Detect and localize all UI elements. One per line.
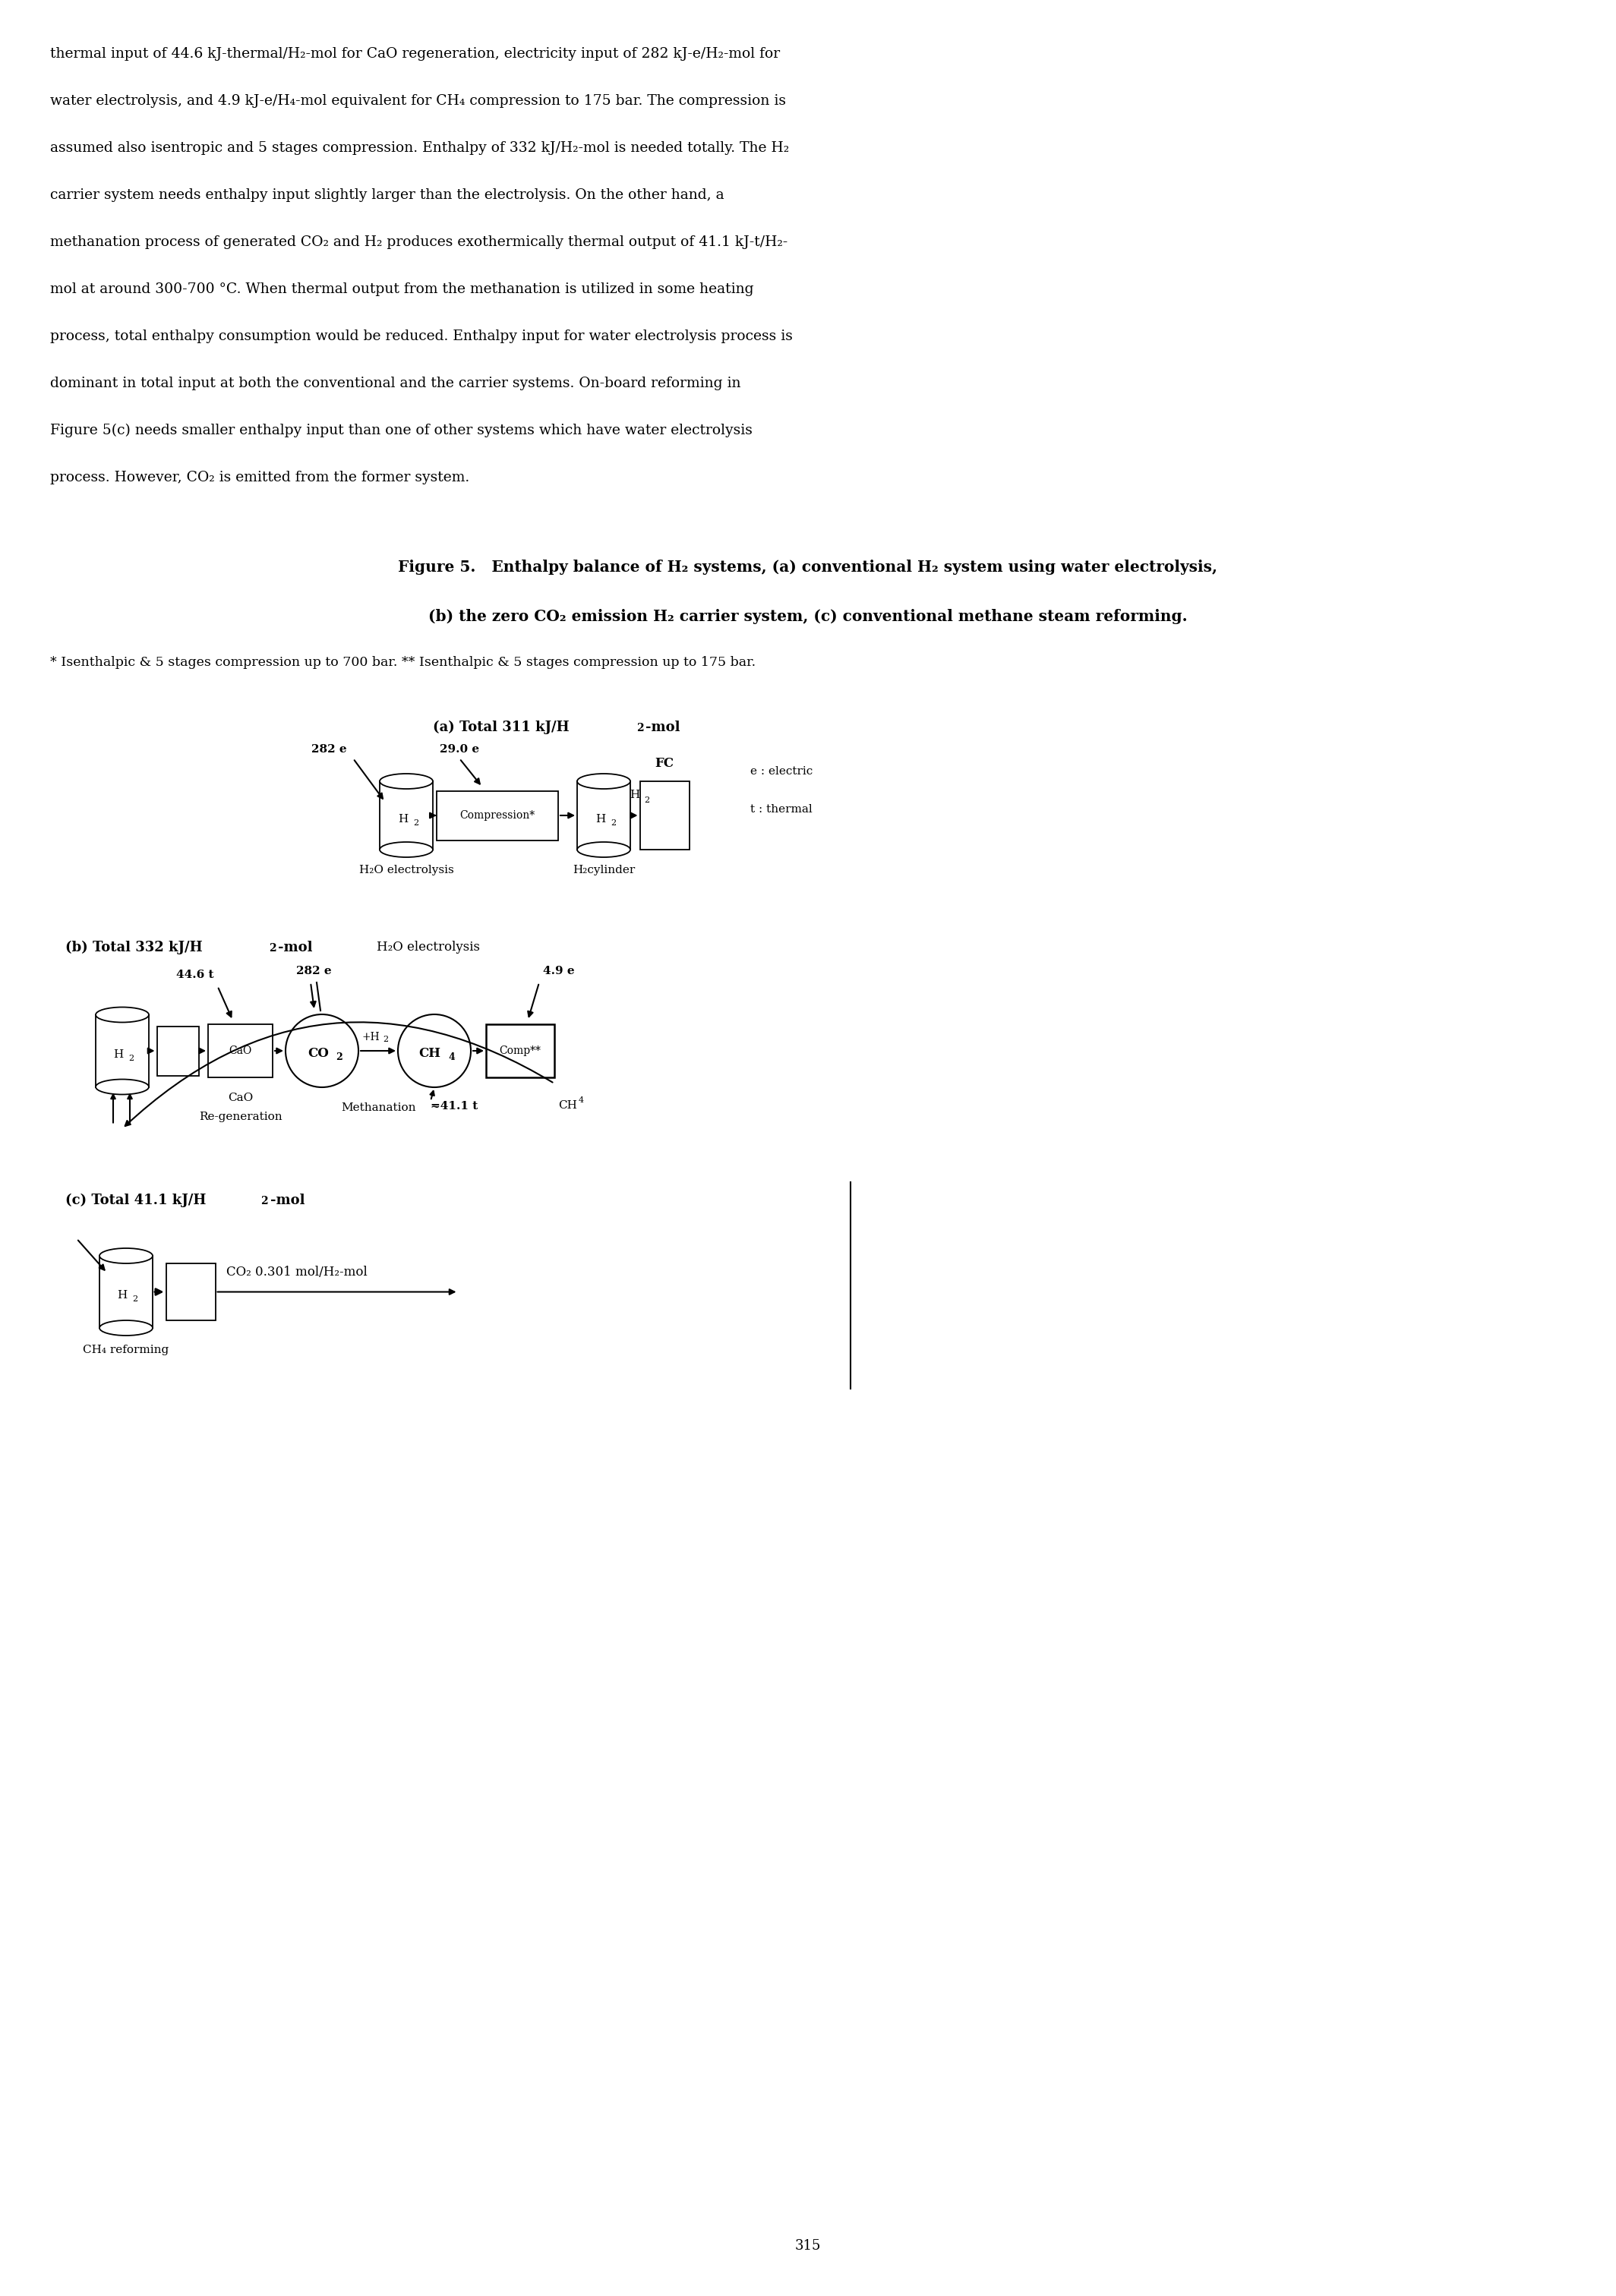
Text: CO₂ 0.301 mol/H₂-mol: CO₂ 0.301 mol/H₂-mol [226, 1265, 368, 1279]
Text: (a) Total 311 kJ/H: (a) Total 311 kJ/H [433, 721, 569, 735]
FancyBboxPatch shape [208, 1024, 273, 1077]
Text: (c) Total 41.1 kJ/H: (c) Total 41.1 kJ/H [65, 1194, 207, 1208]
Text: thermal input of 44.6 kJ-thermal/H₂-mol for CaO regeneration, electricity input : thermal input of 44.6 kJ-thermal/H₂-mol … [50, 48, 781, 60]
Text: CO: CO [307, 1047, 328, 1061]
Text: H₂cylinder: H₂cylinder [572, 866, 635, 875]
Text: 4.9 e: 4.9 e [543, 967, 575, 976]
FancyBboxPatch shape [157, 1026, 199, 1075]
Circle shape [398, 1015, 470, 1088]
Ellipse shape [380, 843, 433, 856]
Text: dominant in total input at both the conventional and the carrier systems. On-boa: dominant in total input at both the conv… [50, 377, 740, 390]
Text: 4: 4 [579, 1097, 583, 1104]
Text: 2: 2 [414, 820, 419, 827]
FancyBboxPatch shape [486, 1024, 554, 1077]
Ellipse shape [95, 1079, 149, 1095]
Text: Compression*: Compression* [461, 810, 535, 820]
Text: methanation process of generated CO₂ and H₂ produces exothermically thermal outp: methanation process of generated CO₂ and… [50, 236, 787, 248]
Text: 2: 2 [268, 944, 276, 953]
Text: -mol: -mol [278, 941, 312, 955]
Text: H: H [113, 1049, 123, 1061]
Text: CH: CH [558, 1100, 577, 1111]
Text: 2: 2 [645, 797, 650, 804]
Text: 44.6 t: 44.6 t [176, 969, 213, 980]
Text: Figure 5.   Enthalpy balance of H₂ systems, (a) conventional H₂ system using wat: Figure 5. Enthalpy balance of H₂ systems… [398, 560, 1218, 574]
Text: (b) Total 332 kJ/H: (b) Total 332 kJ/H [65, 941, 202, 955]
Text: 4: 4 [448, 1052, 454, 1063]
Text: H: H [630, 790, 640, 801]
Polygon shape [577, 781, 630, 850]
Text: 315: 315 [795, 2239, 821, 2252]
Text: Re-generation: Re-generation [199, 1111, 281, 1123]
Text: 2: 2 [128, 1054, 134, 1063]
Polygon shape [95, 1015, 149, 1086]
Text: e : electric: e : electric [750, 767, 813, 776]
Text: 282 e: 282 e [312, 744, 347, 755]
Text: assumed also isentropic and 5 stages compression. Enthalpy of 332 kJ/H₂-mol is n: assumed also isentropic and 5 stages com… [50, 142, 789, 154]
Ellipse shape [100, 1249, 152, 1263]
Ellipse shape [577, 843, 630, 856]
Text: water electrolysis, and 4.9 kJ-e/H₄-mol equivalent for CH₄ compression to 175 ba: water electrolysis, and 4.9 kJ-e/H₄-mol … [50, 94, 785, 108]
Polygon shape [640, 781, 688, 850]
Text: ≂41.1 t: ≂41.1 t [430, 1100, 478, 1111]
Ellipse shape [577, 774, 630, 790]
Text: Comp**: Comp** [499, 1045, 541, 1056]
Text: (b) the zero CO₂ emission H₂ carrier system, (c) conventional methane steam refo: (b) the zero CO₂ emission H₂ carrier sys… [428, 608, 1188, 625]
Text: 2: 2 [260, 1196, 268, 1205]
Text: FC: FC [654, 758, 674, 769]
Text: H: H [596, 813, 606, 824]
Polygon shape [100, 1256, 152, 1327]
Text: 2: 2 [336, 1052, 343, 1063]
Text: H: H [398, 813, 409, 824]
Text: 2: 2 [611, 820, 616, 827]
FancyBboxPatch shape [166, 1263, 215, 1320]
Text: H: H [118, 1290, 128, 1302]
Text: mol at around 300-700 °C. When thermal output from the methanation is utilized i: mol at around 300-700 °C. When thermal o… [50, 282, 753, 296]
Text: t : thermal: t : thermal [750, 804, 811, 815]
Text: Figure 5(c) needs smaller enthalpy input than one of other systems which have wa: Figure 5(c) needs smaller enthalpy input… [50, 425, 753, 439]
FancyBboxPatch shape [436, 790, 558, 840]
Text: +H: +H [362, 1031, 380, 1042]
Text: Methanation: Methanation [341, 1102, 415, 1114]
Text: -mol: -mol [270, 1194, 305, 1208]
Text: CaO: CaO [228, 1093, 254, 1102]
Text: process. However, CO₂ is emitted from the former system.: process. However, CO₂ is emitted from th… [50, 471, 470, 484]
Text: CH: CH [419, 1047, 441, 1061]
Text: 2: 2 [637, 723, 643, 732]
Circle shape [286, 1015, 359, 1088]
Text: H₂O electrolysis: H₂O electrolysis [377, 941, 480, 953]
Text: CH₄ reforming: CH₄ reforming [82, 1345, 170, 1355]
Ellipse shape [95, 1008, 149, 1022]
Ellipse shape [100, 1320, 152, 1336]
Text: 2: 2 [383, 1035, 388, 1042]
Text: 29.0 e: 29.0 e [440, 744, 480, 755]
Text: -mol: -mol [645, 721, 680, 735]
Ellipse shape [380, 774, 433, 790]
Text: * Isenthalpic & 5 stages compression up to 700 bar. ** Isenthalpic & 5 stages co: * Isenthalpic & 5 stages compression up … [50, 657, 756, 668]
Text: carrier system needs enthalpy input slightly larger than the electrolysis. On th: carrier system needs enthalpy input slig… [50, 188, 724, 202]
FancyArrowPatch shape [124, 1022, 553, 1125]
Polygon shape [380, 781, 433, 850]
Text: 282 e: 282 e [296, 967, 331, 976]
Text: 2: 2 [133, 1295, 137, 1304]
Text: CaO: CaO [229, 1045, 252, 1056]
Text: H₂O electrolysis: H₂O electrolysis [359, 866, 454, 875]
Text: process, total enthalpy consumption would be reduced. Enthalpy input for water e: process, total enthalpy consumption woul… [50, 331, 793, 342]
